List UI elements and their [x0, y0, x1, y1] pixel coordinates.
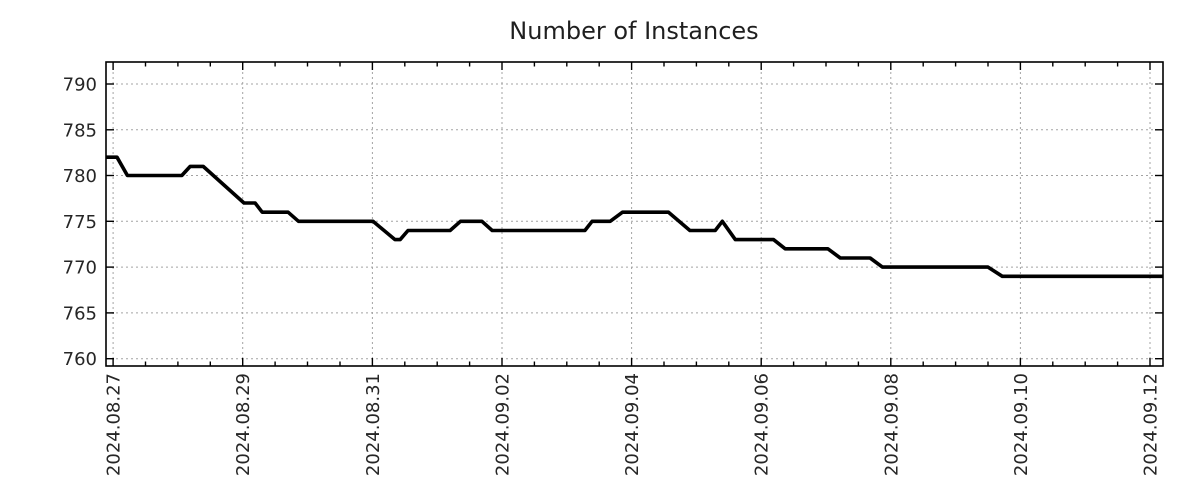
y-tick-label: 765 — [63, 303, 97, 324]
y-tick-label: 775 — [63, 212, 97, 233]
x-tick-label: 2024.08.27 — [104, 373, 125, 476]
y-tick-label: 760 — [63, 349, 97, 370]
x-tick-label: 2024.09.08 — [881, 373, 902, 476]
x-tick-label: 2024.09.12 — [1141, 373, 1162, 476]
data-series — [106, 155, 1163, 279]
y-tick-label: 790 — [63, 75, 97, 96]
y-tick-label: 785 — [63, 120, 97, 141]
chart-title: Number of Instances — [509, 17, 758, 45]
x-tick-label: 2024.08.29 — [233, 373, 254, 476]
x-tick-label: 2024.09.10 — [1011, 373, 1032, 476]
x-tick-label: 2024.08.31 — [363, 373, 384, 476]
x-tick-label: 2024.09.06 — [752, 373, 773, 476]
y-tick-label: 780 — [63, 166, 97, 187]
tick-labels: 760 765 770 775 780 785 790 2024.08.27 2024.08.2… — [63, 75, 1162, 477]
x-tick-label: 2024.09.02 — [493, 373, 514, 476]
series-line — [106, 155, 1163, 279]
y-tick-label: 770 — [63, 258, 97, 279]
axes-and-ticks — [105, 61, 1164, 367]
plot-border — [105, 61, 1164, 367]
x-tick-label: 2024.09.04 — [622, 373, 643, 476]
gridlines — [106, 62, 1163, 366]
